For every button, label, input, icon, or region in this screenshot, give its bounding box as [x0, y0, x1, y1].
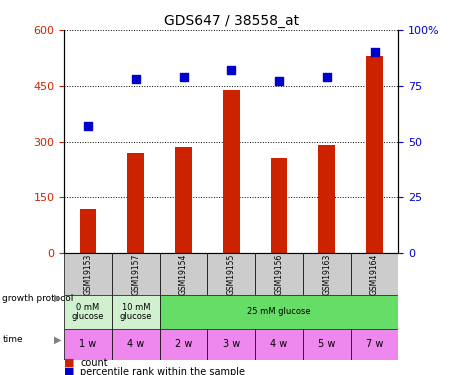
Text: ▶: ▶ — [54, 293, 61, 303]
Text: ■: ■ — [64, 367, 75, 375]
Point — [275, 78, 283, 84]
Bar — [318, 146, 335, 253]
Text: 0 mM
glucose: 0 mM glucose — [72, 303, 104, 321]
Text: GSM19155: GSM19155 — [227, 254, 236, 295]
Bar — [207, 253, 255, 295]
Text: ■: ■ — [64, 358, 75, 368]
Text: 5 w: 5 w — [318, 339, 336, 349]
Text: 25 mM glucose: 25 mM glucose — [247, 308, 311, 316]
Text: 3 w: 3 w — [223, 339, 240, 349]
Bar — [223, 90, 240, 253]
Point — [371, 50, 378, 55]
Bar — [160, 295, 398, 328]
Bar — [303, 328, 351, 360]
Text: 1 w: 1 w — [79, 339, 97, 349]
Text: 4 w: 4 w — [270, 339, 288, 349]
Text: GSM19163: GSM19163 — [322, 254, 331, 295]
Bar — [351, 253, 398, 295]
Bar — [366, 56, 383, 253]
Bar — [255, 253, 303, 295]
Bar — [64, 295, 112, 328]
Bar — [80, 209, 96, 253]
Text: GSM19157: GSM19157 — [131, 254, 140, 295]
Bar — [175, 147, 192, 253]
Text: GSM19156: GSM19156 — [274, 254, 284, 295]
Text: GSM19154: GSM19154 — [179, 254, 188, 295]
Text: count: count — [80, 358, 108, 368]
Point — [228, 67, 235, 73]
Title: GDS647 / 38558_at: GDS647 / 38558_at — [164, 13, 299, 28]
Bar — [207, 328, 255, 360]
Text: 10 mM
glucose: 10 mM glucose — [120, 303, 152, 321]
Bar — [271, 158, 288, 253]
Text: 7 w: 7 w — [366, 339, 383, 349]
Text: GSM19153: GSM19153 — [83, 254, 93, 295]
Bar — [303, 253, 351, 295]
Bar — [160, 253, 207, 295]
Text: 2 w: 2 w — [175, 339, 192, 349]
Bar — [112, 328, 160, 360]
Bar — [127, 153, 144, 253]
Point — [132, 76, 139, 82]
Bar — [112, 295, 160, 328]
Text: ▶: ▶ — [54, 334, 61, 344]
Bar — [160, 328, 207, 360]
Point — [323, 74, 331, 80]
Text: GSM19164: GSM19164 — [370, 254, 379, 295]
Text: time: time — [2, 335, 23, 344]
Bar — [64, 328, 112, 360]
Bar — [351, 328, 398, 360]
Text: percentile rank within the sample: percentile rank within the sample — [80, 367, 245, 375]
Point — [84, 123, 92, 129]
Bar — [255, 328, 303, 360]
Bar — [64, 253, 112, 295]
Text: 4 w: 4 w — [127, 339, 144, 349]
Bar — [112, 253, 160, 295]
Point — [180, 74, 187, 80]
Text: growth protocol: growth protocol — [2, 294, 74, 303]
